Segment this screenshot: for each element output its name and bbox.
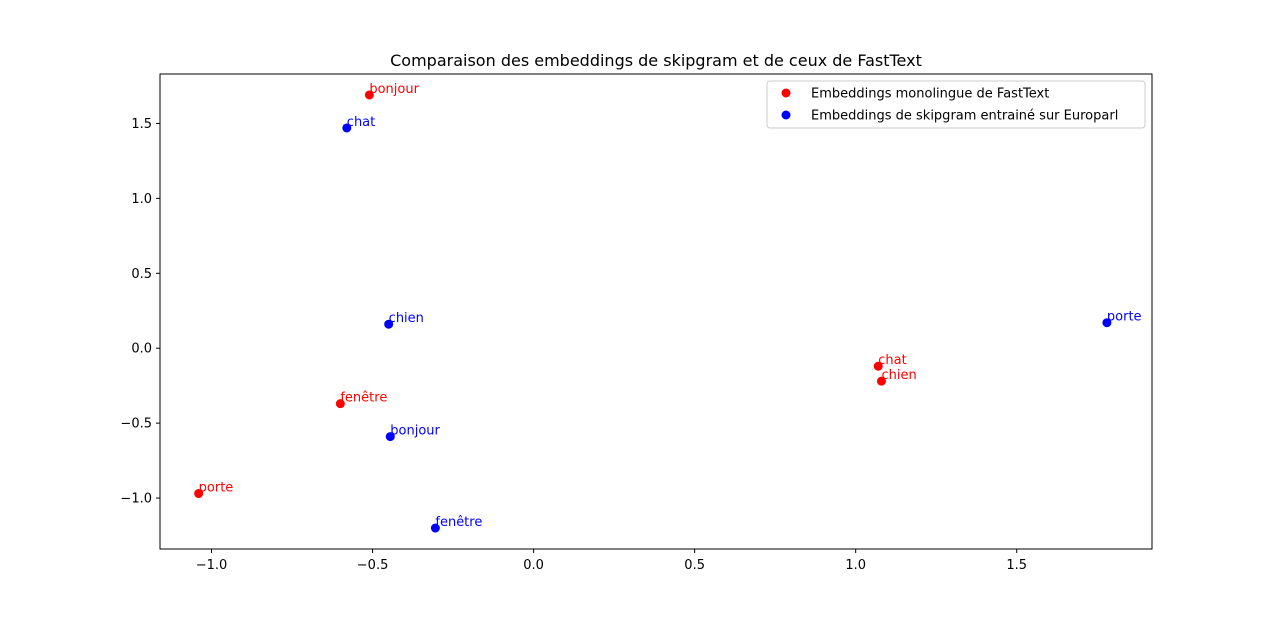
x-tick-label: 1.0 [845, 558, 866, 573]
legend-marker [781, 110, 791, 120]
x-tick-label: −1.0 [196, 558, 228, 573]
y-tick-label: 1.5 [131, 117, 152, 132]
data-point [1102, 318, 1112, 328]
data-point [335, 399, 345, 409]
x-tick-label: 0.5 [684, 558, 705, 573]
point-label: porte [199, 481, 234, 496]
legend-frame [766, 80, 1146, 129]
y-tick-label: 0.0 [131, 342, 152, 357]
x-tick-label: 1.5 [1006, 558, 1027, 573]
y-tick-label: −1.0 [120, 492, 152, 507]
plot-area: bonjourfenêtreportechatchienchatchienbon… [194, 82, 1142, 533]
data-point [873, 361, 883, 371]
data-point [385, 432, 395, 442]
chart-title: Comparaison des embeddings de skipgram e… [390, 51, 922, 70]
legend-entry: Embeddings de skipgram entrainé sur Euro… [811, 109, 1118, 124]
point-label: bonjour [369, 82, 419, 97]
data-point [364, 90, 374, 100]
data-point [194, 489, 204, 499]
legend-marker [781, 88, 791, 98]
point-label: fenêtre [340, 391, 387, 406]
y-tick-label: 1.0 [131, 192, 152, 207]
point-label: chat [878, 353, 906, 368]
point-label: chien [881, 368, 916, 383]
point-label: chat [347, 115, 375, 130]
data-point [876, 376, 886, 386]
legend-entry: Embeddings monolingue de FastText [811, 87, 1049, 102]
data-point [430, 523, 440, 533]
data-point [384, 319, 394, 329]
x-tick-label: 0.0 [523, 558, 544, 573]
point-label: bonjour [390, 424, 440, 439]
plot-frame [159, 73, 1153, 550]
point-label: porte [1107, 310, 1142, 325]
data-point [342, 123, 352, 133]
point-label: fenêtre [435, 515, 482, 530]
legend: Embeddings monolingue de FastText Embeddi… [766, 80, 1146, 129]
x-tick-label: −0.5 [357, 558, 389, 573]
y-tick-label: −0.5 [120, 417, 152, 432]
y-tick-label: 0.5 [131, 267, 152, 282]
point-label: chien [389, 311, 424, 326]
